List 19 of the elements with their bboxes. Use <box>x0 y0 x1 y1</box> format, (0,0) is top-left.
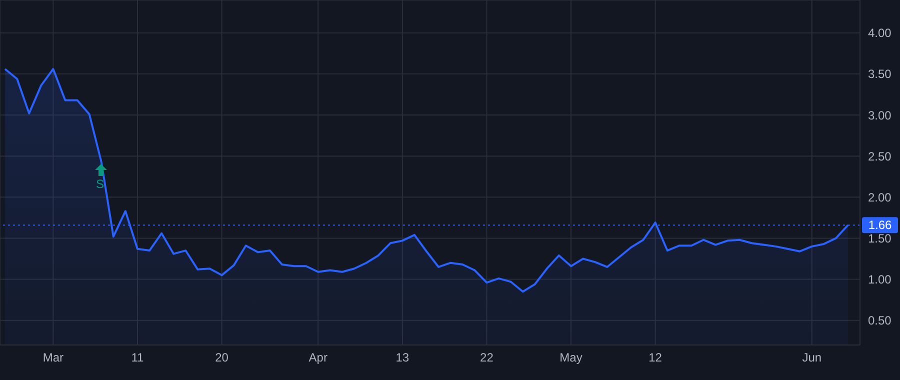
y-tick-label: 3.50 <box>868 67 892 82</box>
annotation: S <box>96 177 104 191</box>
x-tick-label: Apr <box>308 350 328 365</box>
x-tick-label: May <box>560 350 582 365</box>
x-tick-label: 22 <box>480 350 494 365</box>
y-tick-label: 4.00 <box>868 26 892 40</box>
x-tick-label: 20 <box>215 350 229 365</box>
y-tick-label: 2.00 <box>868 190 892 204</box>
y-tick-label: 1.50 <box>868 231 892 246</box>
y-tick-label: 1.00 <box>868 272 892 287</box>
y-tick-label: 3.00 <box>868 108 892 122</box>
y-tick-label: 0.50 <box>868 314 892 328</box>
x-tick-label: 12 <box>648 350 662 365</box>
y-tick-label: 2.50 <box>868 149 892 164</box>
x-tick-label: 13 <box>396 350 410 365</box>
ref-line-label: 1.66 <box>868 218 892 232</box>
x-tick-label: Mar <box>42 350 64 365</box>
x-tick-label: 11 <box>131 350 144 365</box>
x-tick-label: Jun <box>802 350 822 365</box>
